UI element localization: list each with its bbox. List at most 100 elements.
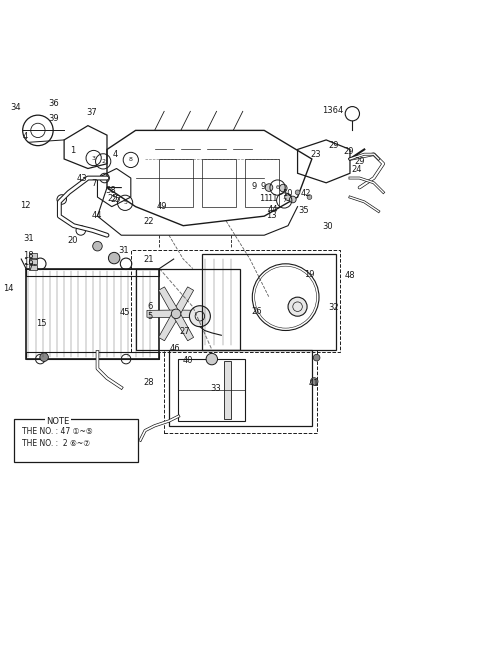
Text: 6: 6 [147,302,153,311]
Circle shape [288,297,307,316]
Text: 16: 16 [23,258,34,267]
Text: 2: 2 [101,159,105,164]
Text: 31: 31 [23,234,34,243]
Circle shape [311,377,318,385]
Text: THE NO. : 47 ①~⑤: THE NO. : 47 ①~⑤ [22,427,93,436]
Text: 15: 15 [36,319,47,329]
Text: 12: 12 [20,201,30,210]
Text: 28: 28 [144,378,154,387]
Bar [202,254,336,350]
Text: 33: 33 [210,384,221,393]
Text: 11: 11 [267,194,277,203]
Bar [26,268,159,276]
Text: 7: 7 [282,198,286,203]
Bar [224,362,231,418]
Text: 19: 19 [304,270,315,279]
Bar [26,268,159,359]
Text: 35: 35 [299,206,309,215]
Bar [29,259,37,264]
Circle shape [279,184,287,192]
Polygon shape [176,310,205,318]
Text: 18: 18 [23,251,34,260]
Polygon shape [173,287,193,315]
Circle shape [265,184,273,192]
Text: 37: 37 [86,108,97,117]
Circle shape [108,253,120,264]
Text: 31: 31 [119,246,129,255]
Bar [29,253,37,258]
Text: 22: 22 [144,217,154,226]
Text: 25: 25 [110,196,121,204]
Text: 20: 20 [67,237,78,245]
Text: 4: 4 [112,150,118,159]
Text: 36: 36 [48,99,59,108]
Text: 42: 42 [301,189,312,198]
Bar [245,159,278,207]
Text: 46: 46 [170,344,180,353]
Text: 5: 5 [123,200,127,206]
Text: THE NO. :  2 ⑥~⑦: THE NO. : 2 ⑥~⑦ [22,440,90,448]
Text: 14: 14 [3,284,13,293]
Text: 1: 1 [70,146,75,155]
Bar [29,265,37,270]
Circle shape [285,194,291,200]
Text: 32: 32 [328,303,338,312]
Bar [131,249,340,352]
Text: 3: 3 [92,155,96,161]
Text: 6: 6 [276,185,279,190]
Text: 25: 25 [108,194,118,203]
Text: 44: 44 [91,211,102,219]
Text: 40: 40 [183,356,193,364]
Text: 29: 29 [354,157,365,166]
Text: 9: 9 [251,182,256,190]
Text: 38: 38 [106,186,116,196]
Text: 1364: 1364 [322,106,343,115]
Text: NOTE: NOTE [47,416,70,426]
Text: 41: 41 [309,379,320,389]
Text: 34: 34 [10,103,21,112]
Text: 13: 13 [266,211,276,219]
Bar [169,350,312,426]
Circle shape [206,354,217,365]
Text: 27: 27 [180,327,190,336]
Text: 5: 5 [147,312,153,321]
Text: 9: 9 [261,182,266,190]
Circle shape [93,241,102,251]
Text: 45: 45 [120,308,131,317]
Text: 8: 8 [129,157,133,163]
Circle shape [307,195,312,200]
Text: 43: 43 [77,175,87,184]
Circle shape [313,354,320,361]
Text: 49: 49 [156,202,167,211]
Text: 23: 23 [311,150,321,159]
Circle shape [295,190,300,195]
Circle shape [190,306,210,327]
Bar [135,268,240,350]
Circle shape [171,309,181,319]
Text: 29: 29 [328,141,338,150]
Text: 11: 11 [259,194,269,203]
Circle shape [289,196,296,203]
Text: 39: 39 [48,114,59,123]
Polygon shape [158,287,179,315]
Text: 26: 26 [252,307,263,316]
Text: 29: 29 [344,147,354,157]
Polygon shape [147,310,176,318]
Text: 24: 24 [351,165,361,174]
Text: 7: 7 [91,179,97,188]
Text: 30: 30 [322,222,333,231]
Polygon shape [158,312,179,341]
Text: 10: 10 [282,189,292,198]
Bar [159,159,193,207]
Bar [164,350,317,433]
Bar [202,159,236,207]
Text: 21: 21 [144,256,154,264]
Polygon shape [173,312,193,341]
Text: 17: 17 [23,262,34,272]
Text: 4: 4 [23,132,28,141]
Bar [26,352,159,359]
Text: 48: 48 [345,271,355,280]
Text: 44: 44 [267,204,278,214]
Circle shape [40,353,48,362]
Bar [179,359,245,421]
